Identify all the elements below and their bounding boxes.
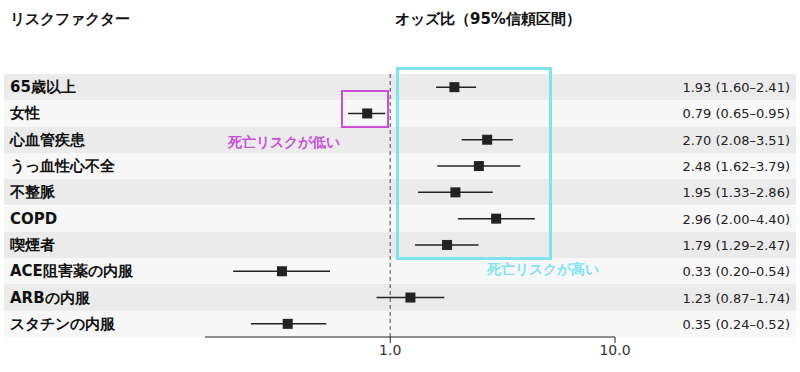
- svg-text:1.0: 1.0: [379, 342, 401, 358]
- svg-text:1.93 (1.60–2.41): 1.93 (1.60–2.41): [682, 80, 790, 95]
- svg-text:心血管疾患: 心血管疾患: [9, 131, 86, 149]
- svg-text:10.0: 10.0: [599, 342, 630, 358]
- svg-text:ACE阻害薬の内服: ACE阻害薬の内服: [10, 262, 134, 280]
- svg-text:0.35 (0.24–0.52): 0.35 (0.24–0.52): [682, 317, 790, 332]
- svg-text:COPD: COPD: [10, 210, 57, 228]
- html-text:死亡リスクが低い: 死亡リスクが低い: [228, 134, 340, 150]
- svg-text:0.79 (0.65–0.95): 0.79 (0.65–0.95): [682, 106, 790, 121]
- svg-text:2.48 (1.62–3.79): 2.48 (1.62–3.79): [682, 159, 790, 174]
- svg-text:65歳以上: 65歳以上: [10, 78, 76, 96]
- html-text:オッズ比（95%信頼区間）: オッズ比（95%信頼区間）: [395, 10, 581, 28]
- svg-text:女性: 女性: [9, 104, 40, 122]
- svg-text:1.95 (1.33–2.86): 1.95 (1.33–2.86): [682, 185, 790, 200]
- svg-text:0.33 (0.20–0.54): 0.33 (0.20–0.54): [682, 264, 790, 279]
- svg-text:不整脈: 不整脈: [9, 183, 56, 201]
- svg-text:ARBの内服: ARBの内服: [10, 289, 91, 307]
- svg-text:喫煙者: 喫煙者: [10, 236, 55, 254]
- svg-text:スタチンの内服: スタチンの内服: [10, 315, 116, 333]
- svg-text:1.23 (0.87–1.74): 1.23 (0.87–1.74): [682, 291, 790, 306]
- svg-text:2.96 (2.00–4.40): 2.96 (2.00–4.40): [682, 212, 790, 227]
- svg-text:うっ血性心不全: うっ血性心不全: [10, 157, 116, 175]
- html-text:死亡リスクが高い: 死亡リスクが高い: [487, 261, 599, 277]
- html-text:リスクファクター: リスクファクター: [10, 10, 130, 28]
- svg-text:1.79 (1.29–2.47): 1.79 (1.29–2.47): [682, 238, 790, 253]
- svg-text:2.70 (2.08–3.51): 2.70 (2.08–3.51): [682, 133, 790, 148]
